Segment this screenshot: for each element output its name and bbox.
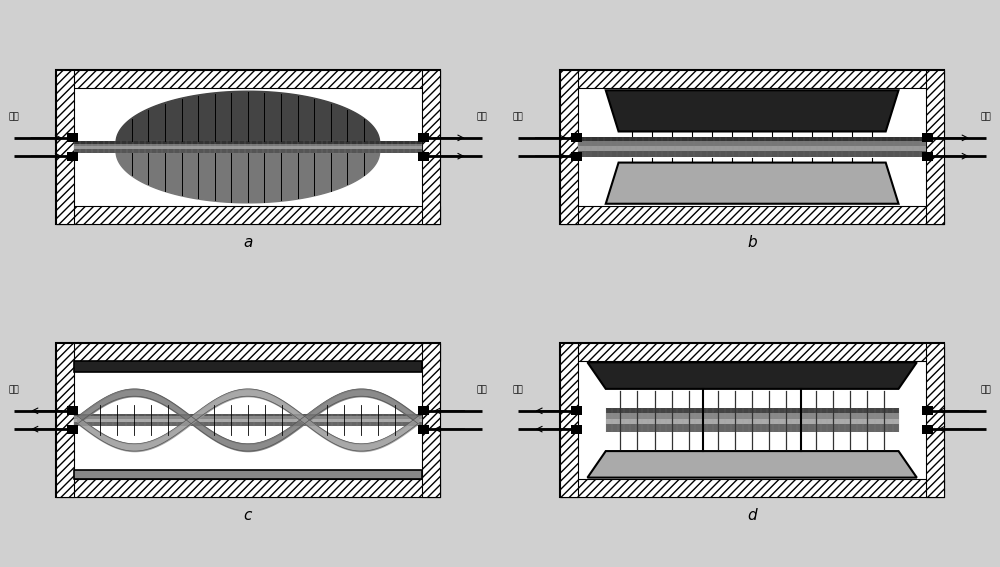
Bar [56,206,440,224]
Bar [67,425,78,434]
Bar [74,419,422,424]
Bar [418,151,429,161]
Text: a: a [243,235,253,249]
Polygon shape [116,151,380,203]
Bar [926,343,944,497]
Bar [74,146,422,150]
Bar [418,133,429,142]
Bar [418,406,429,416]
Bar [74,143,422,148]
Bar [571,406,582,416]
Text: 氢气: 氢气 [513,112,523,121]
Bar [56,70,440,88]
Polygon shape [606,90,899,132]
Bar [74,149,422,153]
Bar [926,70,944,224]
Bar [74,414,422,418]
Bar [56,479,440,497]
Bar [571,151,582,161]
Bar [578,137,926,143]
Bar [560,343,944,497]
Bar [922,133,933,142]
Text: 氢气: 氢气 [477,386,487,395]
Bar [74,422,422,426]
Bar [922,406,933,416]
Bar [578,141,926,148]
Bar [56,70,74,224]
Text: 氢气: 氢气 [981,386,992,395]
Text: d: d [747,507,757,523]
Bar [922,151,933,161]
Bar [418,425,429,434]
Bar [56,343,440,361]
Bar [571,425,582,434]
Text: 真空: 真空 [981,112,992,121]
Bar [560,479,944,497]
Bar [606,408,899,416]
Bar [74,417,422,421]
Polygon shape [587,362,917,389]
Polygon shape [587,451,917,477]
Text: c: c [244,507,252,523]
Text: b: b [747,235,757,249]
Bar [74,470,422,479]
Text: 氢气: 氢气 [8,112,19,121]
Bar [560,70,944,224]
Bar [560,70,578,224]
Bar [922,425,933,434]
Text: 真空: 真空 [477,112,487,121]
Text: 大气: 大气 [8,386,19,395]
Bar [74,141,422,145]
Bar [422,343,440,497]
Text: 大气: 大气 [513,386,523,395]
Bar [606,418,899,427]
Bar [578,146,926,153]
Bar [560,343,578,497]
Bar [67,133,78,142]
Polygon shape [606,163,899,204]
Bar [74,361,422,373]
Polygon shape [116,91,380,142]
Bar [422,70,440,224]
Bar [560,206,944,224]
Bar [560,70,944,88]
Bar [56,343,440,497]
Bar [56,343,74,497]
Bar [67,406,78,416]
Bar [606,413,899,421]
Bar [571,133,582,142]
Bar [578,151,926,157]
Bar [67,151,78,161]
Bar [560,343,944,361]
Bar [606,424,899,432]
Bar [56,70,440,224]
